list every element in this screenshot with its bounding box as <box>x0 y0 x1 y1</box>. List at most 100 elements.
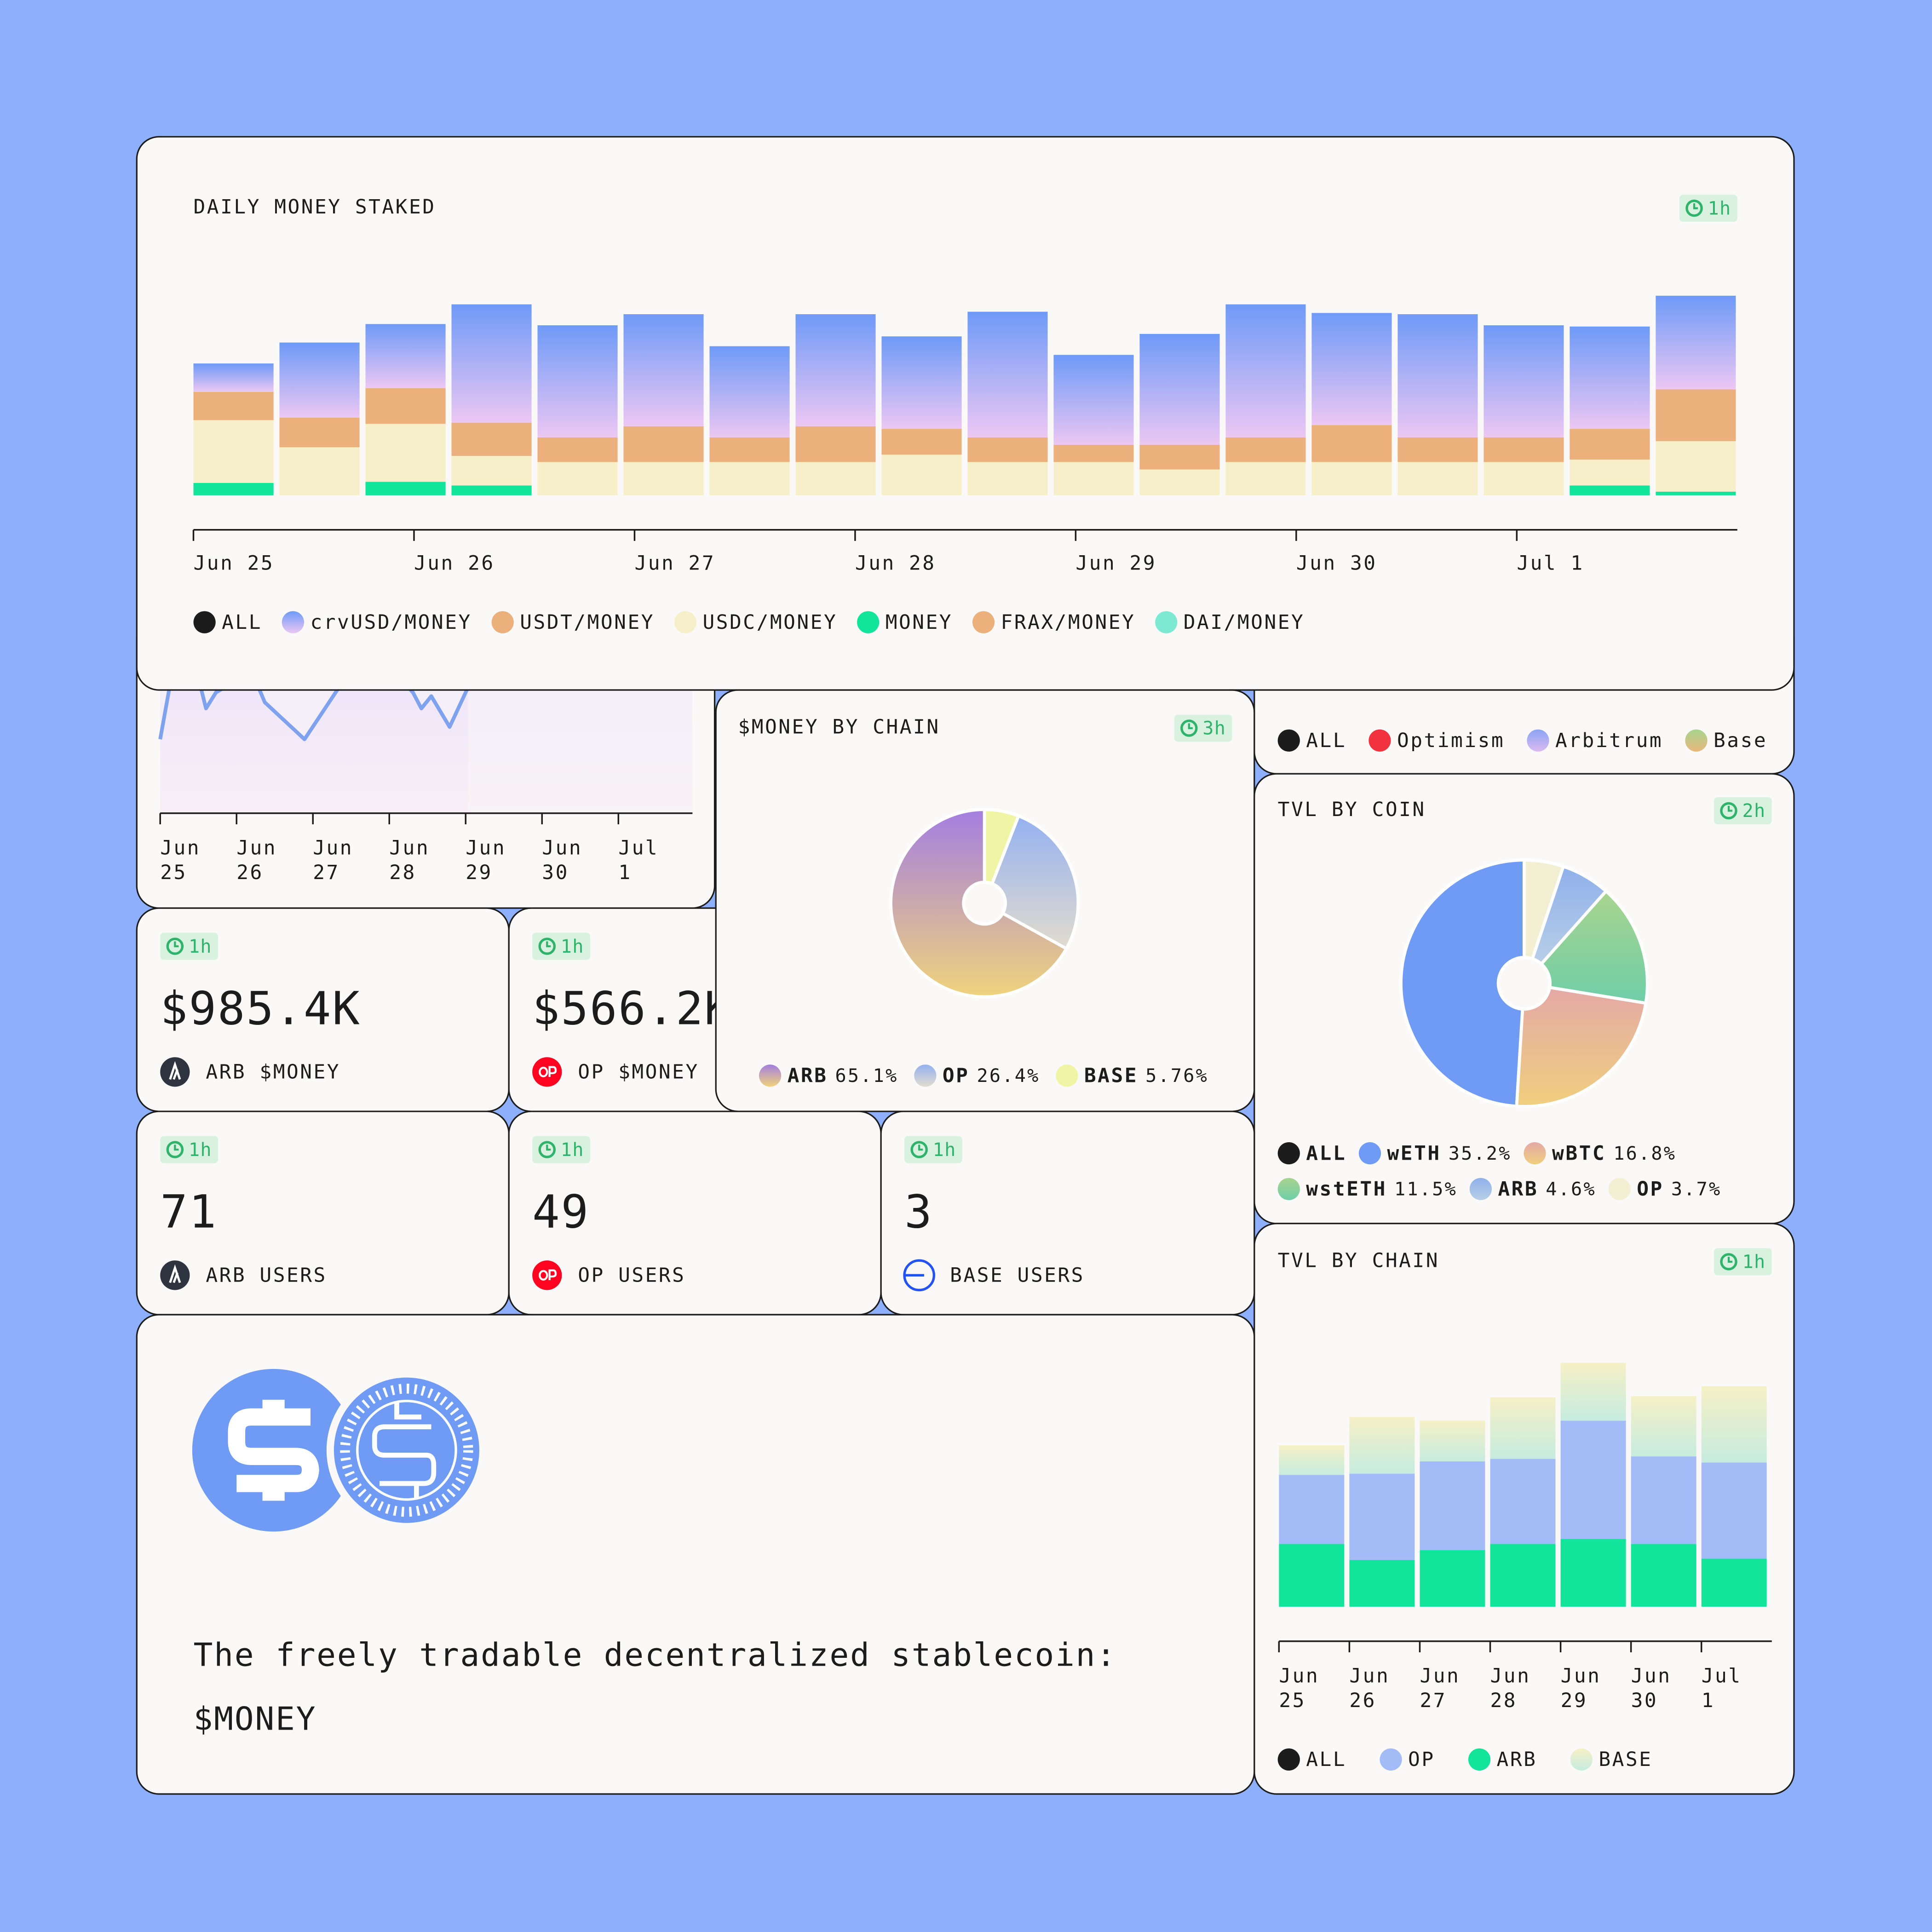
bar-segment <box>1225 462 1306 495</box>
legend-label: USDT/MONEY <box>520 611 655 634</box>
bar-segment <box>1311 313 1392 426</box>
stat-value: 49 <box>532 1185 590 1238</box>
clock-icon <box>166 1141 184 1158</box>
pie-slice <box>1515 985 1648 1108</box>
x-tick-label: Jun 30 <box>1296 552 1377 575</box>
clock-hand <box>1188 723 1193 730</box>
bar-segment <box>537 325 618 437</box>
bar-segment <box>709 437 790 462</box>
x-tick-label: Jun 28 <box>389 836 443 884</box>
bar-segment <box>279 342 360 418</box>
legend-dot <box>1056 1064 1078 1087</box>
legend-item: wstETH 11.5% <box>1277 1178 1457 1201</box>
bar-segment <box>1701 1386 1767 1463</box>
legend-label: ARB <box>1497 1748 1537 1771</box>
x-tick-label: Jun 29 <box>466 836 519 884</box>
bar-segment <box>1420 1420 1485 1461</box>
legend-dot <box>1277 1142 1300 1165</box>
card <box>136 136 1795 691</box>
legend-dot <box>1368 729 1391 752</box>
legend-item: Optimism <box>1368 729 1503 752</box>
bar-segment <box>365 388 446 424</box>
bar-segment <box>451 422 532 456</box>
x-tick-label: Jun 26 <box>236 836 290 884</box>
pie-slice <box>889 808 1069 999</box>
legend-dot <box>1358 1142 1381 1165</box>
legend-value: 65.1% <box>835 1065 898 1087</box>
legend-value: 11.5% <box>1394 1179 1457 1200</box>
x-tick-label: Jul 1 <box>618 836 672 884</box>
stat-card: 1h $985.4K ARB $MONEY <box>136 907 510 1112</box>
bar-segment <box>967 462 1048 495</box>
legend-item: ALL <box>193 611 262 634</box>
arb-icon-mark <box>169 1061 181 1080</box>
bar-segment <box>1397 437 1478 462</box>
bar-segment <box>365 324 446 388</box>
bar-segment <box>193 363 274 392</box>
bar-segment <box>1570 460 1650 486</box>
pie-slice <box>990 814 1080 951</box>
clock-hand <box>1693 203 1698 209</box>
bar-segment <box>279 447 360 495</box>
bar-segment <box>881 336 962 429</box>
legend-label: ALL <box>222 611 262 634</box>
x-tick-label: Jun 26 <box>1349 1664 1403 1712</box>
legend-item: wBTC 16.8% <box>1524 1142 1675 1165</box>
badge-label: 1h <box>1708 198 1731 219</box>
bar-segment <box>881 454 962 495</box>
bar-segment <box>1631 1396 1696 1457</box>
x-tick-label: Jun 27 <box>634 552 715 575</box>
bar-segment <box>1279 1475 1345 1544</box>
clock-hand <box>546 1144 551 1151</box>
x-tick-label: Jun 25 <box>160 836 214 884</box>
legend-dot <box>1524 1142 1546 1165</box>
area-fill-tail <box>160 690 693 813</box>
badge-label: 1h <box>561 936 584 957</box>
legend-item: ALL <box>1277 1748 1345 1771</box>
bar-segment <box>365 482 446 495</box>
pie-slice <box>1399 858 1526 1108</box>
legend-dot <box>1380 1748 1402 1771</box>
legend-item: FRAX/MONEY <box>972 611 1136 634</box>
bar-segment <box>881 429 962 455</box>
x-tick-label: Jun 30 <box>1631 1664 1685 1712</box>
legend-item: USDC/MONEY <box>674 611 837 634</box>
bar-segment <box>193 420 274 483</box>
legend-item: DAI/MONEY <box>1155 611 1305 634</box>
bar-segment <box>967 311 1048 437</box>
x-tick-label: Jun 25 <box>194 552 275 575</box>
x-tick-label: Jul 1 <box>1702 1664 1755 1712</box>
legend-label: BASE <box>1084 1064 1138 1087</box>
card <box>715 689 1255 1112</box>
bar-segment <box>709 462 790 495</box>
legend-label: wETH <box>1387 1142 1441 1165</box>
bar-segment <box>1349 1417 1415 1474</box>
legend-label: DAI/MONEY <box>1184 611 1305 634</box>
legend-dot <box>1277 1748 1300 1771</box>
bar-segment <box>1490 1459 1556 1544</box>
bar-segment <box>1560 1420 1626 1539</box>
clock-icon <box>166 937 184 955</box>
legend-label: USDC/MONEY <box>702 611 837 634</box>
legend-label: FRAX/MONEY <box>1001 611 1136 634</box>
clock-hand <box>174 1144 179 1151</box>
legend-label: Base <box>1714 729 1767 752</box>
bar-segment <box>1570 485 1650 495</box>
bar-segment <box>1139 444 1220 470</box>
stat-value: $566.2K <box>532 982 733 1035</box>
clock-icon <box>538 937 556 955</box>
clock-icon <box>1685 199 1703 217</box>
bar-segment <box>1560 1363 1626 1421</box>
legend-item: ALL <box>1277 1142 1345 1165</box>
badge-label: 1h <box>189 1139 212 1161</box>
bar-segment <box>795 426 876 462</box>
bar-segment <box>365 424 446 482</box>
legend-item: USDT/MONEY <box>491 611 655 634</box>
bar-segment <box>1484 462 1564 495</box>
clock-icon <box>1720 802 1737 820</box>
clock-icon <box>538 1141 556 1158</box>
bar-segment <box>1397 314 1478 437</box>
legend-label: OP <box>1408 1748 1435 1771</box>
stat-card: 1h 49 OP USERS <box>508 1110 882 1316</box>
bar-segment <box>1484 437 1564 462</box>
